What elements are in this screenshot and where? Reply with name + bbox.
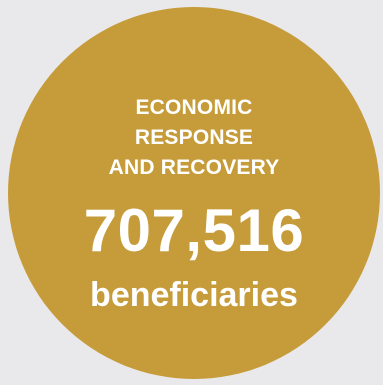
- stat-unit: beneficiaries: [90, 276, 298, 314]
- category-line-2: RESPONSE: [134, 126, 254, 149]
- category-line-3: AND RECOVERY: [108, 156, 280, 179]
- stat-value: 707,516: [83, 197, 305, 264]
- stat-circle: ECONOMIC RESPONSE AND RECOVERY 707,516 b…: [8, 7, 380, 379]
- category-label: ECONOMIC RESPONSE AND RECOVERY: [8, 93, 380, 183]
- category-line-1: ECONOMIC: [135, 96, 253, 119]
